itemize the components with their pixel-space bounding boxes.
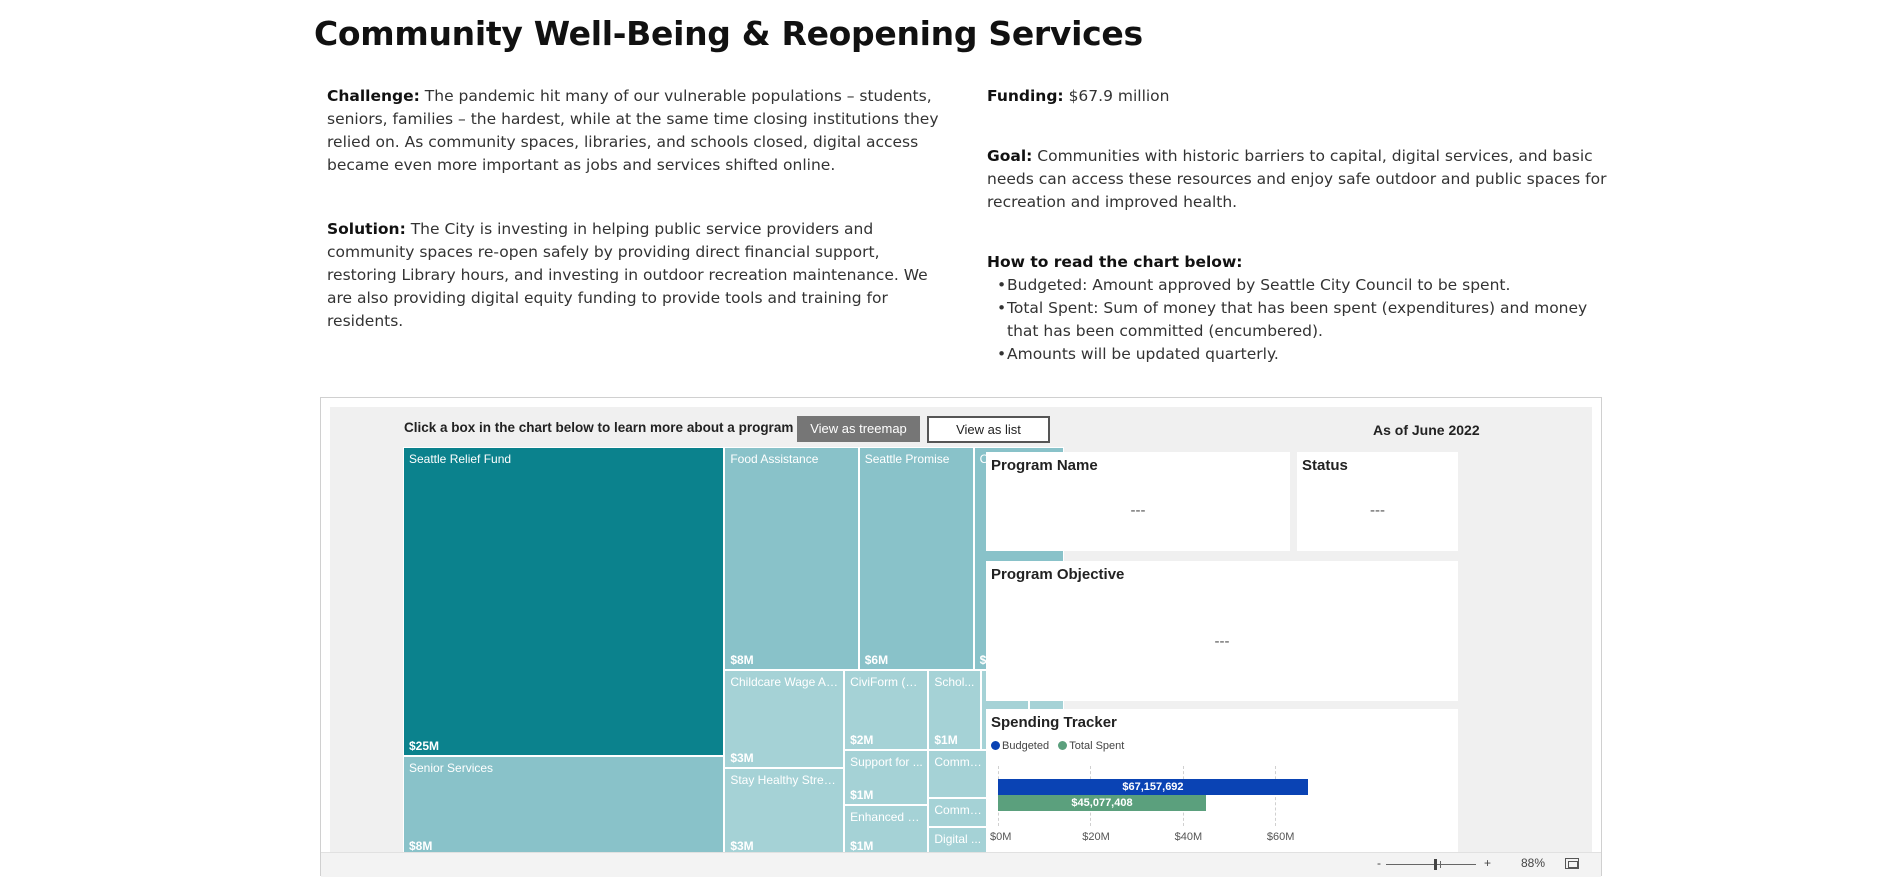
view-as-treemap-button[interactable]: View as treemap	[797, 416, 920, 442]
x-tick-label: $40M	[1174, 831, 1203, 843]
treemap-tile-label: Support for ...	[850, 755, 923, 770]
as-of-date: As of June 2022	[1373, 422, 1480, 438]
treemap-tile-label: Enhanced Pa...	[850, 809, 923, 824]
x-gridline	[1274, 766, 1276, 826]
treemap-tile[interactable]: Commu...	[928, 750, 990, 798]
page-title: Community Well-Being & Reopening Service…	[314, 14, 1143, 53]
program-name-label: Program Name	[991, 457, 1098, 474]
bar-data-label: $67,157,692	[1122, 781, 1184, 793]
program-objective-value: ---	[1214, 633, 1230, 650]
treemap-tile[interactable]: Seattle Promise $6M	[858, 447, 974, 670]
status-value: ---	[1370, 502, 1385, 519]
treemap-tile-label: Childcare Wage All...	[730, 674, 840, 689]
budgeted-bar[interactable]: $67,157,692	[998, 779, 1308, 795]
view-as-list-button[interactable]: View as list	[927, 416, 1050, 443]
legend-item-budgeted[interactable]: Budgeted	[991, 740, 1049, 752]
zoom-slider[interactable]	[1386, 859, 1476, 870]
treemap-tile[interactable]: Digital ...	[928, 826, 990, 856]
treemap-tile[interactable]: Stay Healthy Street... $3M	[724, 768, 845, 856]
zoom-out-button[interactable]: -	[1377, 856, 1381, 870]
treemap-tile-value: $3M	[730, 751, 754, 766]
howto-section: How to read the chart below: Budgeted: A…	[987, 251, 1607, 366]
treemap-tile-value: $6M	[864, 652, 889, 667]
challenge-text: The pandemic hit many of our vulnerable …	[327, 87, 939, 174]
treemap-tile[interactable]: Support for ... $1M	[844, 750, 929, 805]
total-spent-bar[interactable]: $45,077,408	[998, 795, 1207, 811]
howto-item: Amounts will be updated quarterly.	[997, 343, 1607, 366]
treemap-tile[interactable]: Seattle Relief Fund $25M	[403, 447, 725, 757]
challenge-label: Challenge:	[327, 87, 420, 105]
howto-label: How to read the chart below:	[987, 253, 1243, 271]
treemap-tile-label: Commu...	[934, 755, 985, 770]
legend-label-total-spent: Total Spent	[1069, 740, 1125, 752]
goal-text: Communities with historic barriers to ca…	[987, 147, 1607, 211]
treemap-tile-value: $2M	[850, 733, 874, 748]
zoom-level: 88%	[1521, 856, 1546, 870]
treemap-tile-label: Commu...	[934, 802, 985, 817]
zoom-in-button[interactable]: +	[1484, 856, 1492, 870]
program-treemap: Seattle Relief Fund $25M Senior Services $8…	[403, 447, 1064, 856]
treemap-tile-value: $8M	[409, 838, 433, 853]
report-footer-bar: - + 88%	[321, 852, 1601, 877]
treemap-tile-label: Stay Healthy Street...	[730, 773, 840, 788]
treemap-tile[interactable]: Senior Services $8M	[403, 756, 725, 856]
program-name-value: ---	[1130, 502, 1146, 519]
program-name-card: Program Name ---	[986, 452, 1290, 551]
status-card: Status ---	[1297, 452, 1458, 551]
howto-list: Budgeted: Amount approved by Seattle Cit…	[987, 274, 1607, 366]
treemap-tile[interactable]: Schol... $1M	[928, 669, 981, 751]
solution-text: The City is investing in helping public …	[327, 220, 928, 330]
howto-item: Budgeted: Amount approved by Seattle Cit…	[997, 274, 1607, 297]
zoom-slider-thumb[interactable]	[1434, 859, 1437, 870]
goal-label: Goal:	[987, 147, 1033, 165]
solution-paragraph: Solution: The City is investing in helpi…	[327, 218, 947, 333]
spending-tracker-title: Spending Tracker	[991, 714, 1117, 731]
legend-marker-total-spent	[1058, 741, 1068, 750]
treemap-tile-label: CiviForm (Pr...	[850, 674, 924, 689]
x-tick-label: $0M	[990, 831, 1012, 843]
status-label: Status	[1302, 457, 1348, 474]
treemap-tile-value: $8M	[730, 652, 754, 667]
goal-paragraph: Goal: Communities with historic barriers…	[987, 145, 1607, 214]
treemap-instruction: Click a box in the chart below to learn …	[404, 420, 794, 435]
funding-paragraph: Funding: $67.9 million	[987, 85, 1607, 108]
treemap-tile-value: $3M	[730, 838, 754, 853]
treemap-tile[interactable]: Childcare Wage All... $3M	[724, 669, 845, 769]
report-frame: Click a box in the chart below to learn …	[320, 397, 1602, 877]
x-tick-label: $20M	[1082, 831, 1110, 843]
treemap-tile[interactable]: Food Assistance $8M	[724, 447, 859, 670]
fit-to-page-icon[interactable]	[1565, 858, 1579, 869]
challenge-paragraph: Challenge: The pandemic hit many of our …	[327, 85, 947, 177]
funding-text: $67.9 million	[1068, 87, 1170, 105]
report-canvas: Click a box in the chart below to learn …	[330, 407, 1592, 856]
treemap-tile-label: Seattle Relief Fund	[409, 452, 512, 466]
legend-marker-budgeted	[991, 741, 1000, 750]
treemap-tile-value: $25M	[409, 739, 440, 754]
treemap-tile[interactable]: Enhanced Pa... $1M	[844, 804, 929, 856]
bar-data-label: $45,077,408	[1071, 797, 1133, 809]
spending-tracker-card: Spending Tracker Budgeted Total Spent $0…	[986, 709, 1458, 852]
program-objective-label: Program Objective	[991, 566, 1125, 583]
program-objective-card: Program Objective ---	[986, 561, 1458, 701]
treemap-tile-label: Food Assistance	[730, 452, 819, 466]
treemap-tile-label: Digital ...	[934, 831, 982, 846]
zoom-slider-center-tick	[1440, 861, 1441, 868]
legend-label-budgeted: Budgeted	[1002, 740, 1050, 752]
treemap-tile-label: Senior Services	[409, 761, 494, 776]
spending-tracker-legend: Budgeted Total Spent	[991, 740, 1124, 752]
legend-item-total-spent[interactable]: Total Spent	[1058, 740, 1124, 752]
treemap-tile-value: $1M	[850, 839, 874, 853]
treemap-tile-value: $1M	[934, 733, 958, 748]
treemap-tile-label: Seattle Promise	[864, 452, 950, 466]
treemap-tile[interactable]: CiviForm (Pr... $2M	[844, 669, 929, 751]
howto-item: Total Spent: Sum of money that has been …	[997, 297, 1607, 343]
treemap-tile-label: Schol...	[934, 674, 975, 689]
solution-label: Solution:	[327, 220, 406, 238]
funding-label: Funding:	[987, 87, 1064, 105]
treemap-tile[interactable]: Commu...	[928, 797, 990, 827]
x-tick-label: $60M	[1266, 831, 1295, 843]
treemap-tile-value: $1M	[850, 787, 874, 802]
